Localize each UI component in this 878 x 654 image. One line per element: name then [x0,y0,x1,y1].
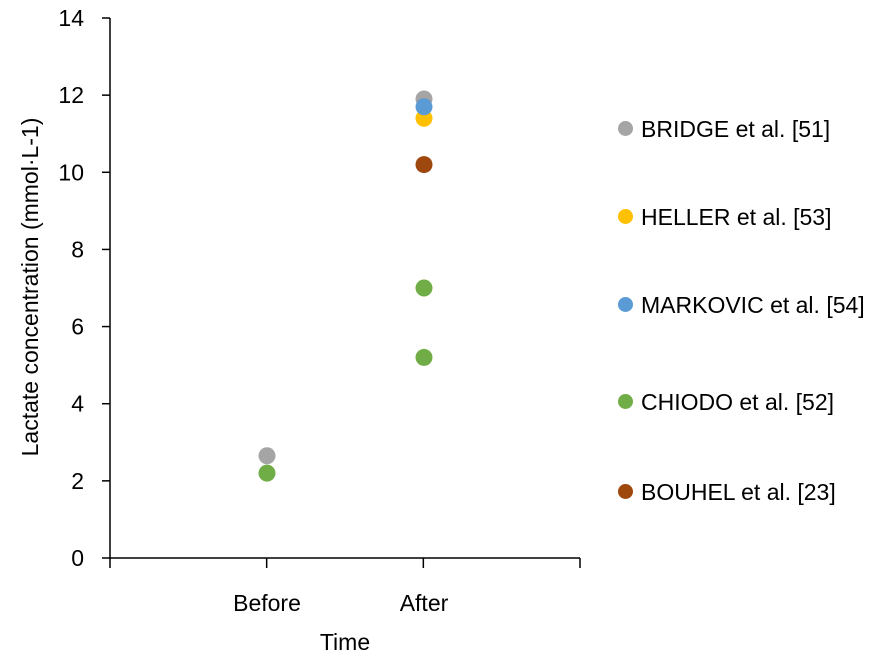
legend-item: HELLER et al. [53] [618,200,871,234]
legend-marker-icon [618,394,633,409]
data-point [258,447,276,465]
legend-marker-icon [618,209,633,224]
y-tick-label: 10 [58,159,84,185]
legend-marker-icon [618,297,633,312]
legend-label: MARKOVIC et al. [54] [641,292,865,318]
y-tick-label: 4 [71,391,84,417]
x-axis: Before After [109,557,581,616]
y-axis: 0 2 4 6 8 10 12 14 [58,5,111,571]
x-axis-title: Time [320,629,370,654]
data-point [415,348,433,366]
legend-item: CHIODO et al. [52] [618,385,871,419]
legend-marker-icon [618,121,633,136]
legend-label: HELLER et al. [53] [641,204,832,230]
legend-item: MARKOVIC et al. [54] [618,288,871,322]
legend-marker-icon [618,484,633,499]
data-point [415,156,433,174]
data-point [415,98,433,116]
legend-item: BOUHEL et al. [23] [618,475,871,509]
y-tick-label: 6 [71,314,84,340]
y-tick-label: 12 [58,82,84,108]
y-tick-label: 14 [58,5,84,31]
x-tick-label: Before [233,590,301,616]
legend-item: BRIDGE et al. [51] [618,112,871,146]
data-point [415,279,433,297]
y-tick-label: 8 [71,236,84,262]
data-point [258,464,276,482]
legend-label: BRIDGE et al. [51] [641,116,831,142]
legend-label: BOUHEL et al. [23] [641,479,836,505]
y-tick-label: 0 [71,545,84,571]
data-points [258,90,433,482]
y-tick-label: 2 [71,468,84,494]
y-axis-title: Lactate concentration (mmol·L-1) [17,118,43,457]
x-tick-label: After [400,590,449,616]
legend-label: CHIODO et al. [52] [641,389,835,415]
